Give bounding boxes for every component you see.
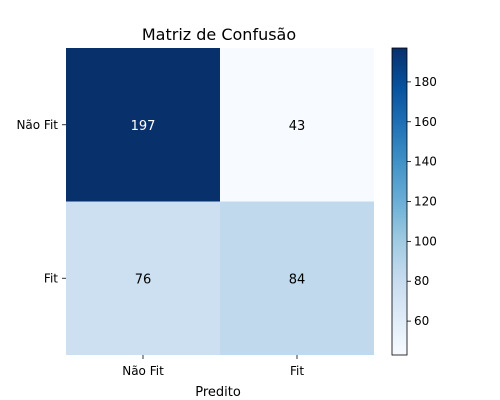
heatmap-cell (220, 48, 374, 202)
colorbar-tick-label: 60 (414, 314, 429, 328)
cell-value-label: 84 (289, 272, 306, 287)
colorbar-gradient (391, 47, 408, 356)
heatmap-cell (220, 201, 374, 355)
colorbar-tick-label: 80 (414, 274, 429, 288)
cell-value-label: 76 (135, 272, 152, 287)
cell-value-label: 43 (289, 119, 306, 134)
colorbar-tick-label: 140 (414, 155, 437, 169)
colorbar-tick-label: 180 (414, 75, 437, 89)
y-tick-label: Não Fit (16, 118, 58, 132)
axes: Não Fit Fit Não Fit Fit (16, 118, 304, 378)
colorbar: 60 80 100 120 140 160 180 (391, 47, 437, 356)
colorbar-tick-label: 160 (414, 115, 437, 129)
colorbar-tick-label: 120 (414, 195, 437, 209)
heatmap-cell (66, 48, 220, 202)
heatmap-cells: 197 43 76 84 (66, 48, 374, 355)
colorbar-tick-label: 100 (414, 234, 437, 248)
cell-value-label: 197 (131, 119, 156, 134)
x-tick-label: Fit (290, 364, 304, 378)
x-tick-label: Não Fit (122, 364, 164, 378)
y-tick-label: Fit (44, 271, 58, 285)
chart-title: Matriz de Confusão (142, 25, 296, 44)
x-axis-label: Predito (195, 385, 241, 400)
heatmap-cell (66, 201, 220, 355)
